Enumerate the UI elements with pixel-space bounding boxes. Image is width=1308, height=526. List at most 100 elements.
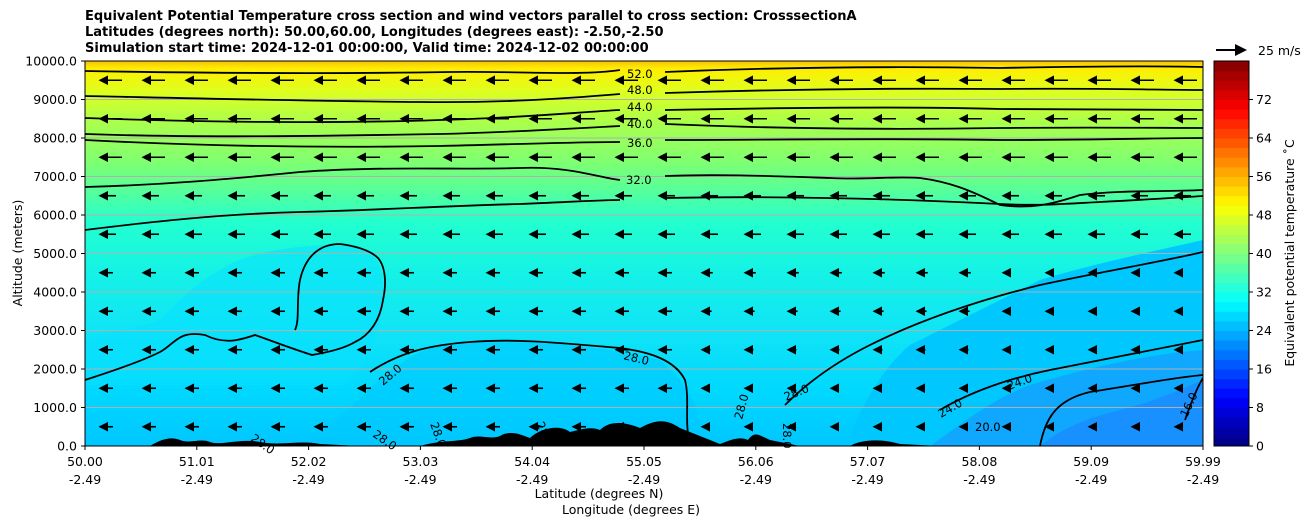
colorbar-tick-label: 16 bbox=[1256, 362, 1272, 377]
x-tick-label-lat: 53.03 bbox=[403, 454, 439, 469]
title-line-3: Simulation start time: 2024-12-01 00:00:… bbox=[85, 41, 649, 56]
title-line-1: Equivalent Potential Temperature cross s… bbox=[85, 9, 857, 24]
contour-label-28-h: 28.0 bbox=[731, 392, 751, 420]
y-tick-label: 5000.0 bbox=[33, 246, 77, 261]
colorbar-band bbox=[1214, 272, 1249, 283]
x-tick-label-lat: 57.07 bbox=[850, 454, 886, 469]
colorbar-band bbox=[1214, 109, 1249, 120]
contour-28c bbox=[369, 339, 691, 446]
y-tick-label: 10000.0 bbox=[25, 54, 77, 69]
terrain bbox=[150, 421, 940, 446]
x-tick-label-lon: -2.49 bbox=[628, 472, 660, 487]
colorbar-band bbox=[1214, 215, 1249, 226]
contour-label-36: 36.0 bbox=[627, 136, 653, 150]
colorbar-band bbox=[1214, 157, 1249, 168]
colorbar-band bbox=[1214, 369, 1249, 380]
colorbar-band bbox=[1214, 99, 1249, 110]
y-tick-label: 6000.0 bbox=[33, 208, 77, 223]
cool-region-center bbox=[300, 342, 705, 446]
contour-32 bbox=[85, 166, 1203, 208]
colorbar-band bbox=[1214, 292, 1249, 303]
colorbar-label: Equivalent potential temperature ˚C bbox=[1282, 139, 1297, 367]
y-tick-label: 3000.0 bbox=[33, 323, 77, 338]
colorbar-band bbox=[1214, 195, 1249, 206]
colorbar-band bbox=[1214, 311, 1249, 322]
x-tick-label-lat: 51.01 bbox=[179, 454, 215, 469]
x-tick-label-lat: 50.00 bbox=[67, 454, 103, 469]
y-axis: 0.0 1000.0 2000.0 3000.0 4000.0 5000.0 6000.0 7… bbox=[25, 54, 85, 454]
colorbar-tick-label: 56 bbox=[1256, 169, 1272, 184]
colorbar-tick-label: 40 bbox=[1256, 246, 1272, 261]
x-tick-label-lon: -2.49 bbox=[516, 472, 548, 487]
colorbar-band bbox=[1214, 407, 1249, 418]
contour-52 bbox=[85, 65, 1203, 74]
contour-label-32: 32.0 bbox=[626, 173, 652, 187]
x-tick-label-lon: -2.49 bbox=[740, 472, 772, 487]
colorbar-band bbox=[1214, 263, 1249, 274]
colorbar-tick-label: 24 bbox=[1256, 323, 1272, 338]
colorbar-band bbox=[1214, 349, 1249, 360]
contour-label-52: 52.0 bbox=[627, 67, 653, 81]
colorbar-tick-label: 64 bbox=[1256, 131, 1272, 146]
x-tick-label-lat: 56.06 bbox=[738, 454, 774, 469]
x-tick-label-lon: -2.49 bbox=[69, 472, 101, 487]
colorbar-band bbox=[1214, 378, 1249, 389]
y-tick-label: 1000.0 bbox=[33, 400, 77, 415]
colorbar-band bbox=[1214, 70, 1249, 81]
plot-area bbox=[85, 61, 1203, 446]
colorbar-band bbox=[1214, 359, 1249, 370]
x-tick-label-lon: -2.49 bbox=[181, 472, 213, 487]
x-tick-label-lat: 52.02 bbox=[291, 454, 327, 469]
contour-28 bbox=[85, 243, 386, 381]
x-tick-label-lon: -2.49 bbox=[1187, 472, 1219, 487]
colorbar-band bbox=[1214, 138, 1249, 149]
coldest-region-right bbox=[1040, 380, 1203, 446]
contour-36 bbox=[85, 137, 1203, 148]
contour-48 bbox=[85, 87, 1203, 104]
contour-label-40: 40.0 bbox=[627, 117, 653, 131]
y-tick-label: 0.0 bbox=[57, 439, 77, 454]
contour-24 bbox=[939, 339, 1203, 411]
wind-vectors bbox=[98, 75, 1197, 432]
wind-legend-label: 25 m/s bbox=[1258, 43, 1301, 58]
colorbar-band bbox=[1214, 128, 1249, 139]
x-tick-label-lon: -2.49 bbox=[963, 472, 995, 487]
colorbar-band bbox=[1214, 176, 1249, 187]
y-tick-label: 2000.0 bbox=[33, 362, 77, 377]
colorbar-band bbox=[1214, 224, 1249, 235]
colorbar-band bbox=[1214, 282, 1249, 293]
x-tick-label-lat: 59.09 bbox=[1073, 454, 1109, 469]
contour-label-44: 44.0 bbox=[627, 100, 653, 114]
y-tick-label: 9000.0 bbox=[33, 92, 77, 107]
colorbar-tick-label: 8 bbox=[1256, 400, 1264, 415]
x-tick-label-lon: -2.49 bbox=[851, 472, 883, 487]
x-axis: 50.00 -2.49 51.01 -2.49 52.02 -2.49 53.03 -2.49… bbox=[67, 446, 1221, 487]
x-tick-label-lon: -2.49 bbox=[292, 472, 324, 487]
x-tick-label-lat: 58.08 bbox=[962, 454, 998, 469]
colorbar-band bbox=[1214, 330, 1249, 341]
colorbar-band bbox=[1214, 426, 1249, 437]
colorbar-band bbox=[1214, 89, 1249, 100]
title-line-2: Latitudes (degrees north): 50.00,60.00, … bbox=[85, 25, 664, 40]
colorbar-tick-label: 32 bbox=[1256, 285, 1272, 300]
colorbar-band bbox=[1214, 234, 1249, 245]
colorbar-tick-label: 0 bbox=[1256, 439, 1264, 454]
colorbar-band bbox=[1214, 243, 1249, 254]
colorbar: 0 8 16 24 32 40 48 56 64 72 bbox=[1213, 60, 1272, 454]
x-tick-label-lat: 59.99 bbox=[1185, 454, 1221, 469]
colorbar-band bbox=[1214, 253, 1249, 264]
contour-44 bbox=[85, 106, 1203, 124]
y-tick-label: 7000.0 bbox=[33, 169, 77, 184]
x-tick-label-lon: -2.49 bbox=[404, 472, 436, 487]
colorbar-band bbox=[1214, 186, 1249, 197]
contour-label-28-a: 28.0 bbox=[622, 348, 650, 368]
colorbar-tick-label: 72 bbox=[1256, 92, 1272, 107]
x-tick-label-lon: -2.49 bbox=[1075, 472, 1107, 487]
contour-16 bbox=[1184, 377, 1203, 421]
x-axis-label-2: Longitude (degrees E) bbox=[562, 502, 700, 517]
colorbar-band bbox=[1214, 147, 1249, 158]
contour-28b bbox=[85, 195, 1203, 231]
colorbar-band bbox=[1214, 118, 1249, 129]
colorbar-band bbox=[1214, 205, 1249, 216]
